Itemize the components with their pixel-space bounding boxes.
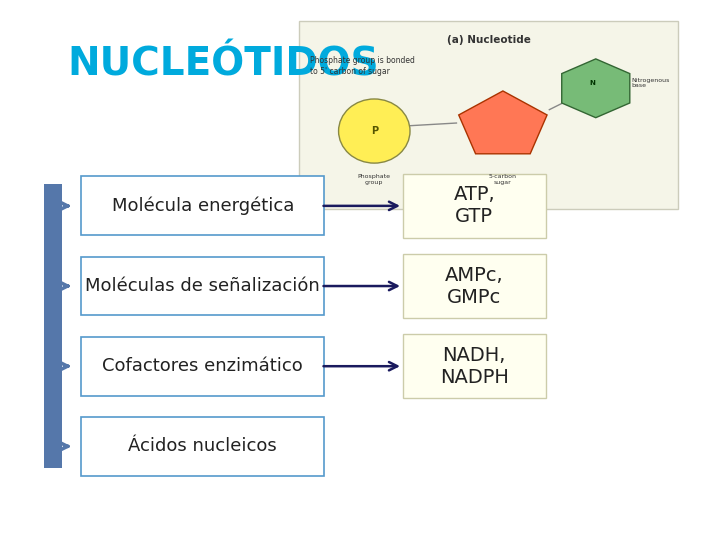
Text: 5-carbon
sugar: 5-carbon sugar — [489, 174, 517, 185]
Text: Ácidos nucleicos: Ácidos nucleicos — [128, 437, 277, 455]
Text: NADH,
NADPH: NADH, NADPH — [440, 346, 509, 387]
Text: Moléculas de señalización: Moléculas de señalización — [86, 277, 320, 295]
FancyBboxPatch shape — [81, 417, 324, 476]
Text: (a) Nucleotide: (a) Nucleotide — [446, 35, 531, 45]
Ellipse shape — [338, 99, 410, 163]
Text: Phosphate group is bonded
to 5' carbon of sugar: Phosphate group is bonded to 5' carbon o… — [310, 56, 415, 76]
Text: NUCLEÓTIDOS: NUCLEÓTIDOS — [67, 45, 379, 84]
Text: Phosphate
group: Phosphate group — [358, 174, 391, 185]
FancyBboxPatch shape — [300, 22, 678, 208]
FancyBboxPatch shape — [81, 177, 324, 235]
FancyBboxPatch shape — [81, 256, 324, 315]
Text: Cofactores enzimático: Cofactores enzimático — [102, 357, 303, 375]
Text: N: N — [589, 80, 595, 86]
Text: ATP,
GTP: ATP, GTP — [454, 185, 495, 226]
Text: P: P — [371, 126, 378, 136]
FancyBboxPatch shape — [44, 185, 62, 468]
Polygon shape — [459, 91, 547, 154]
FancyBboxPatch shape — [403, 254, 546, 318]
Text: AMPc,
GMPc: AMPc, GMPc — [445, 266, 503, 307]
FancyBboxPatch shape — [403, 174, 546, 238]
FancyBboxPatch shape — [81, 337, 324, 396]
FancyBboxPatch shape — [403, 334, 546, 399]
Text: Nitrogenous
base: Nitrogenous base — [631, 78, 670, 89]
Text: Molécula energética: Molécula energética — [112, 197, 294, 215]
Polygon shape — [562, 59, 630, 118]
